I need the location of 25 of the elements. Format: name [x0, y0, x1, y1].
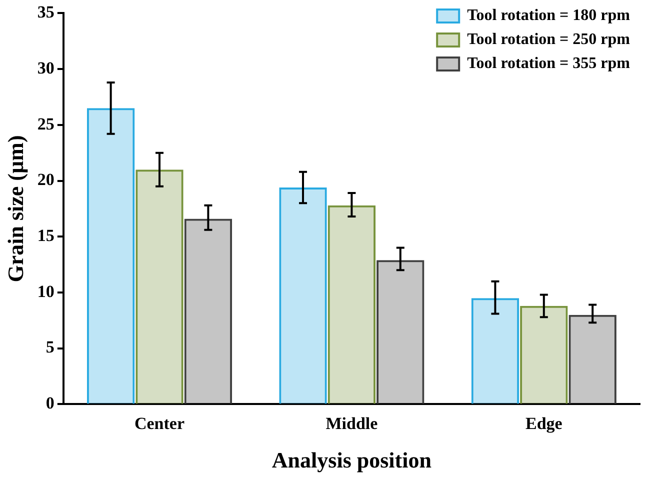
legend-label: Tool rotation = 355 rpm [467, 55, 631, 72]
y-tick-label: 10 [37, 282, 54, 301]
x-tick-label: Middle [326, 414, 378, 433]
x-tick-label: Edge [525, 414, 563, 433]
bar [520, 306, 568, 404]
x-axis-title: Analysis position [272, 447, 432, 472]
bar [471, 298, 520, 404]
y-tick-label: 5 [46, 338, 54, 357]
y-tick-label: 30 [37, 58, 54, 78]
x-tick-label: Center [134, 414, 185, 433]
y-tick-label: 15 [37, 226, 54, 246]
y-axis-title: Grain size (µm) [2, 135, 28, 282]
legend-label: Tool rotation = 180 rpm [467, 7, 631, 24]
bar [376, 260, 424, 404]
y-tick-label: 0 [46, 394, 54, 413]
y-tick-label: 25 [37, 114, 54, 134]
y-tick-label: 20 [37, 170, 54, 190]
y-tick-label: 35 [37, 2, 54, 22]
bar [568, 314, 616, 404]
bar [328, 205, 376, 404]
bar [184, 218, 232, 404]
legend-label: Tool rotation = 250 rpm [467, 31, 631, 48]
bar [279, 187, 327, 404]
bar [86, 108, 135, 404]
bar [136, 170, 184, 404]
